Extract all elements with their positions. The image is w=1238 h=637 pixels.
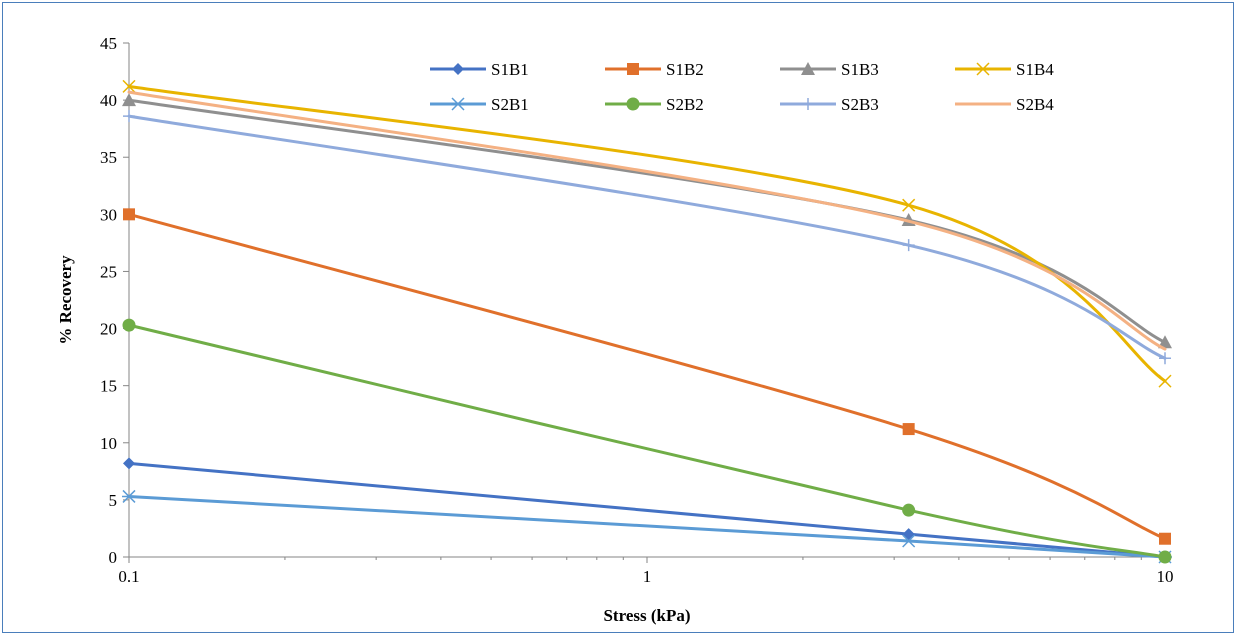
legend-marker bbox=[626, 97, 640, 111]
legend-marker bbox=[451, 97, 465, 111]
series-s2b2 bbox=[122, 318, 1172, 564]
legend-item: S1B3 bbox=[780, 60, 879, 79]
y-tick-label: 40 bbox=[100, 91, 117, 110]
x-tick-label: 0.1 bbox=[118, 567, 139, 586]
y-tick-label: 25 bbox=[100, 262, 117, 281]
y-tick-label: 35 bbox=[100, 148, 117, 167]
y-tick-label: 0 bbox=[109, 548, 118, 567]
data-point bbox=[901, 534, 916, 548]
legend-marker bbox=[801, 62, 815, 75]
legend-marker bbox=[452, 63, 464, 75]
legend: S1B1 S1B2 S1B3 S1B4 S2B1 S2B2 S2B3 S2B4 bbox=[430, 60, 1054, 114]
axes bbox=[128, 43, 1165, 558]
series-line bbox=[127, 98, 1167, 344]
legend-label: S2B1 bbox=[491, 95, 529, 114]
y-axis-title: % Recovery bbox=[56, 255, 75, 345]
legend-marker bbox=[802, 98, 814, 110]
series-s1b2 bbox=[123, 208, 1171, 545]
data-point bbox=[902, 503, 916, 517]
x-ticks: 0.1 1 10 bbox=[118, 557, 1174, 586]
y-tick-label: 20 bbox=[100, 320, 117, 339]
legend-marker bbox=[976, 62, 990, 76]
data-point bbox=[122, 93, 136, 107]
series-layer bbox=[122, 79, 1172, 564]
data-point bbox=[123, 457, 135, 470]
y-tick-label: 15 bbox=[100, 377, 117, 396]
data-point bbox=[902, 528, 915, 541]
data-point bbox=[1158, 374, 1172, 388]
x-tick-label: 10 bbox=[1157, 567, 1174, 586]
data-point bbox=[123, 208, 135, 221]
y-tick-label: 10 bbox=[100, 434, 117, 453]
series-line bbox=[127, 90, 1167, 351]
y-ticks: 0 5 10 15 20 25 30 35 40 45 bbox=[100, 34, 129, 567]
legend-label: S2B2 bbox=[666, 95, 704, 114]
series-line bbox=[127, 494, 1167, 559]
series-line bbox=[127, 461, 1167, 559]
y-tick-label: 30 bbox=[100, 205, 117, 224]
y-tick-label: 45 bbox=[100, 34, 117, 53]
legend-item: S2B3 bbox=[780, 95, 879, 114]
data-point bbox=[902, 239, 915, 252]
data-point bbox=[1159, 532, 1171, 545]
legend-label: S2B3 bbox=[841, 95, 879, 114]
legend-label: S1B4 bbox=[1016, 60, 1054, 79]
series-s1b4 bbox=[122, 79, 1172, 388]
data-point bbox=[123, 110, 135, 123]
data-point bbox=[122, 79, 136, 93]
legend-item: S2B2 bbox=[605, 95, 704, 114]
x-tick-label: 1 bbox=[643, 567, 652, 586]
series-s2b4 bbox=[127, 90, 1167, 351]
data-point bbox=[902, 423, 915, 436]
data-point bbox=[122, 489, 136, 503]
series-line bbox=[127, 323, 1167, 559]
y-tick-label: 5 bbox=[109, 491, 118, 510]
series-s1b3 bbox=[122, 93, 1172, 349]
legend-label: S1B1 bbox=[491, 60, 529, 79]
legend-marker bbox=[627, 63, 639, 75]
legend-item: S1B2 bbox=[605, 60, 704, 79]
legend-label: S1B3 bbox=[841, 60, 879, 79]
legend-item: S2B1 bbox=[430, 95, 529, 114]
legend-item: S2B4 bbox=[955, 95, 1054, 114]
series-line bbox=[127, 114, 1167, 360]
x-axis-title: Stress (kPa) bbox=[603, 606, 690, 625]
data-point bbox=[902, 198, 916, 212]
series-line bbox=[127, 212, 1167, 541]
data-point bbox=[1158, 335, 1172, 349]
legend-label: S2B4 bbox=[1016, 95, 1054, 114]
legend-label: S1B2 bbox=[666, 60, 704, 79]
legend-item: S1B1 bbox=[430, 60, 529, 79]
data-point bbox=[122, 318, 136, 332]
series-line bbox=[127, 84, 1167, 383]
data-point bbox=[1158, 550, 1172, 564]
series-s2b1 bbox=[122, 489, 1172, 564]
legend-item: S1B4 bbox=[955, 60, 1054, 79]
data-point bbox=[1159, 352, 1171, 365]
series-s2b3 bbox=[123, 110, 1171, 365]
